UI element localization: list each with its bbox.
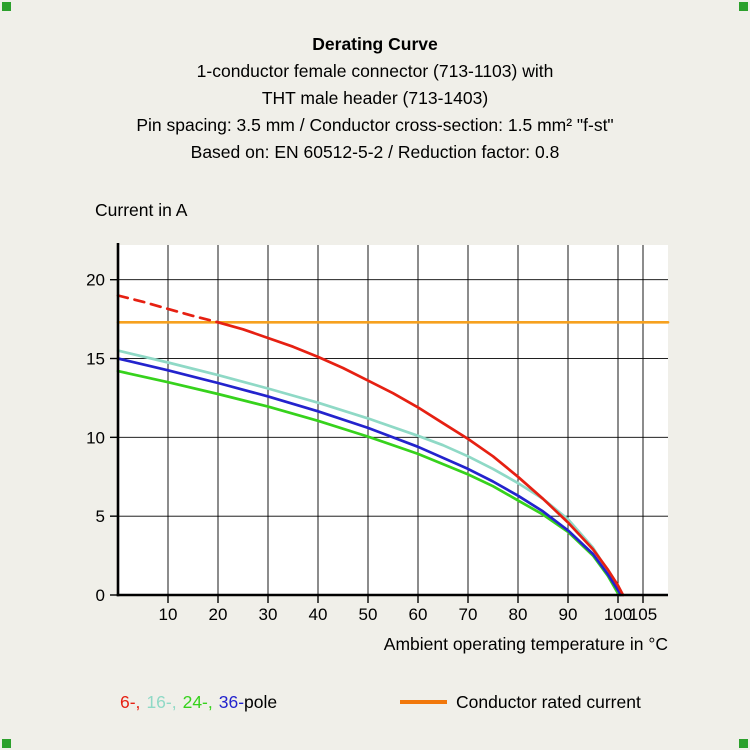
y-tick-label: 20: [86, 271, 105, 290]
legend-rated-label: Conductor rated current: [456, 692, 641, 712]
legend-token-6: 6-,: [120, 692, 141, 712]
chart-subtitle-line-4: Based on: EN 60512-5-2 / Reduction facto…: [190, 142, 560, 162]
corner-marker-bottom-left: [2, 739, 11, 748]
chart-title: Derating Curve: [312, 34, 438, 54]
chart-header: Derating Curve 1-conductor female connec…: [0, 31, 750, 166]
x-tick-label: 80: [509, 605, 528, 624]
chart-subtitle-line-3: Pin spacing: 3.5 mm / Conductor cross-se…: [136, 115, 614, 135]
x-tick-label: 30: [259, 605, 278, 624]
legend-token-36: 36-: [218, 692, 245, 712]
x-tick-label: 20: [209, 605, 228, 624]
corner-marker-top-left: [2, 2, 11, 11]
y-tick-label: 0: [96, 586, 105, 605]
x-tick-label: 90: [559, 605, 578, 624]
y-tick-label: 5: [96, 507, 105, 526]
conductor-rated-current-line-swatch: [400, 699, 447, 704]
x-tick-label: 50: [359, 605, 378, 624]
x-tick-label: 60: [409, 605, 428, 624]
series-36-pole: [116, 357, 623, 597]
legend-conductor-rated-current: Conductor rated current: [400, 692, 641, 713]
x-axis-title: Ambient operating temperature in °C: [383, 634, 668, 654]
chart-subtitle-line-2: THT male header (713-1403): [261, 88, 489, 108]
chart-subtitle-line-1: 1-conductor female connector (713-1103) …: [196, 61, 554, 81]
x-tick-label: 100: [604, 605, 632, 624]
x-tick-label: 70: [459, 605, 478, 624]
y-tick-label: 15: [86, 350, 105, 369]
legend-token-pole: pole: [244, 692, 278, 712]
y-tick-label: 10: [86, 428, 105, 447]
x-tick-label: 40: [309, 605, 328, 624]
corner-marker-top-right: [739, 2, 748, 11]
series-6-pole: [216, 320, 625, 597]
legend-token-16: 16-,: [146, 692, 177, 712]
legend-pole-counts: 6-, 16-, 24-, 36-pole: [120, 692, 277, 713]
corner-marker-bottom-right: [739, 739, 748, 748]
y-axis-title: Current in A: [95, 200, 188, 220]
x-tick-label: 105: [629, 605, 657, 624]
legend-token-24: 24-,: [182, 692, 213, 712]
x-tick-label: 10: [159, 605, 178, 624]
series-6-pole-below-rated-current-dashed-: [116, 294, 220, 324]
